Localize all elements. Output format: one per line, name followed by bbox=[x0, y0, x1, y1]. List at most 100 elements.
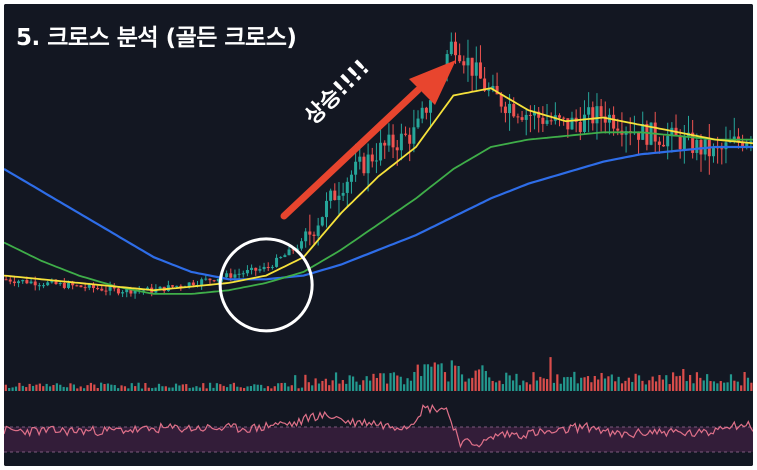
volume-bar bbox=[590, 382, 593, 391]
candle-body bbox=[429, 100, 433, 113]
candle-body bbox=[499, 94, 503, 107]
volume-bar bbox=[719, 381, 722, 391]
candle-body bbox=[320, 217, 324, 226]
volume-bar bbox=[491, 380, 494, 391]
volume-bar bbox=[709, 381, 712, 391]
rsi-band bbox=[4, 427, 753, 452]
candle-body bbox=[354, 161, 358, 175]
candle-body bbox=[749, 141, 753, 143]
candle-body bbox=[300, 241, 304, 249]
volume-bar bbox=[65, 387, 69, 391]
volume-bar bbox=[634, 373, 637, 391]
volume-bar bbox=[556, 374, 559, 391]
candle-body bbox=[279, 257, 283, 259]
volume-bar bbox=[396, 375, 399, 391]
volume-layer bbox=[4, 357, 753, 391]
volume-bar bbox=[716, 383, 719, 391]
volume-bar bbox=[569, 377, 573, 391]
volume-bar bbox=[603, 378, 607, 391]
volume-bar bbox=[665, 375, 668, 391]
volume-bar bbox=[392, 372, 396, 391]
candle-body bbox=[258, 269, 262, 271]
volume-bar bbox=[464, 381, 467, 391]
volume-bar bbox=[368, 380, 372, 391]
volume-bar bbox=[157, 383, 161, 391]
candle-body bbox=[291, 249, 295, 251]
volume-bar bbox=[246, 386, 249, 391]
candle-body bbox=[408, 134, 412, 144]
candle-body bbox=[91, 284, 95, 289]
volume-bar bbox=[331, 380, 334, 391]
candle-body bbox=[62, 282, 66, 288]
candle-body bbox=[254, 267, 258, 271]
candle-body bbox=[308, 231, 312, 235]
candle-body bbox=[312, 234, 316, 236]
volume-bar bbox=[229, 384, 232, 391]
candle-body bbox=[537, 111, 541, 118]
candle-body bbox=[66, 283, 70, 288]
candle-body bbox=[483, 78, 487, 91]
volume-bar bbox=[100, 382, 103, 391]
candle-body bbox=[379, 142, 383, 161]
candle-body bbox=[158, 286, 162, 289]
volume-bar bbox=[563, 377, 566, 391]
volume-bar bbox=[123, 386, 127, 391]
candle-body bbox=[549, 120, 553, 122]
candle-body bbox=[46, 282, 50, 286]
candle-body bbox=[449, 41, 453, 55]
volume-bar bbox=[134, 386, 137, 391]
volume-bar bbox=[270, 388, 273, 391]
volume-bar bbox=[498, 380, 501, 391]
volume-bar bbox=[743, 372, 746, 391]
volume-bar bbox=[260, 384, 263, 391]
ma-line-long_ma bbox=[4, 145, 753, 281]
volume-bar bbox=[702, 380, 705, 391]
candle-body bbox=[699, 139, 703, 155]
volume-bar bbox=[154, 387, 157, 391]
candle-body bbox=[337, 195, 341, 201]
volume-bar bbox=[624, 380, 627, 391]
volume-bar bbox=[546, 379, 549, 391]
volume-bar bbox=[31, 385, 35, 391]
candle-body bbox=[420, 107, 424, 119]
volume-bar bbox=[593, 375, 596, 391]
candle-body bbox=[453, 41, 457, 56]
volume-bar bbox=[273, 386, 276, 391]
volume-bar bbox=[471, 377, 474, 391]
volume-bar bbox=[83, 388, 86, 391]
volume-bar bbox=[542, 378, 545, 391]
candle-body bbox=[424, 107, 428, 113]
candle-body bbox=[283, 255, 287, 258]
candle-body bbox=[108, 286, 112, 291]
volume-bar bbox=[86, 385, 89, 391]
candle-body bbox=[316, 225, 320, 236]
candle-body bbox=[395, 147, 399, 151]
volume-bar bbox=[600, 372, 603, 391]
candle-body bbox=[191, 282, 195, 286]
volume-bar bbox=[161, 386, 164, 391]
candle-body bbox=[245, 269, 249, 274]
candle-body bbox=[349, 174, 353, 182]
volume-bar bbox=[137, 382, 140, 391]
candle-body bbox=[324, 200, 328, 218]
candle-body bbox=[366, 154, 370, 174]
candle-body bbox=[416, 118, 420, 128]
volume-bar bbox=[474, 370, 477, 391]
volume-bar bbox=[76, 388, 79, 391]
candle-body bbox=[133, 290, 137, 294]
volume-bar bbox=[375, 377, 378, 391]
candle-body bbox=[720, 148, 724, 150]
candle-body bbox=[695, 139, 699, 153]
volume-bar bbox=[508, 375, 511, 391]
volume-bar bbox=[365, 376, 368, 391]
candle-body bbox=[204, 278, 208, 280]
volume-bar bbox=[232, 382, 236, 391]
volume-bar bbox=[699, 377, 702, 391]
volume-bar bbox=[423, 364, 426, 391]
volume-bar bbox=[151, 388, 154, 391]
candle-body bbox=[657, 141, 661, 145]
volume-bar bbox=[38, 383, 41, 391]
volume-bar bbox=[239, 387, 242, 391]
volume-bar bbox=[586, 376, 590, 391]
candle-body bbox=[741, 141, 745, 147]
